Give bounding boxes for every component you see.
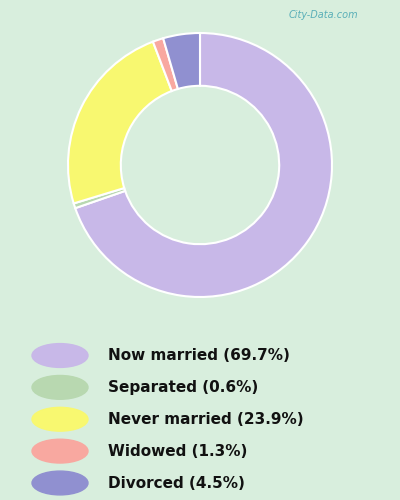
Text: City-Data.com: City-Data.com <box>289 10 358 20</box>
Wedge shape <box>74 188 125 208</box>
Text: Now married (69.7%): Now married (69.7%) <box>108 348 290 363</box>
Wedge shape <box>68 42 172 203</box>
Text: Never married (23.9%): Never married (23.9%) <box>108 412 304 427</box>
Wedge shape <box>153 38 178 91</box>
Text: Divorced (4.5%): Divorced (4.5%) <box>108 476 245 490</box>
Circle shape <box>32 376 88 400</box>
Circle shape <box>32 471 88 495</box>
Circle shape <box>32 344 88 367</box>
Wedge shape <box>163 33 200 89</box>
Circle shape <box>32 408 88 431</box>
Text: Widowed (1.3%): Widowed (1.3%) <box>108 444 247 458</box>
Text: Separated (0.6%): Separated (0.6%) <box>108 380 258 395</box>
Circle shape <box>32 439 88 463</box>
Wedge shape <box>75 33 332 297</box>
